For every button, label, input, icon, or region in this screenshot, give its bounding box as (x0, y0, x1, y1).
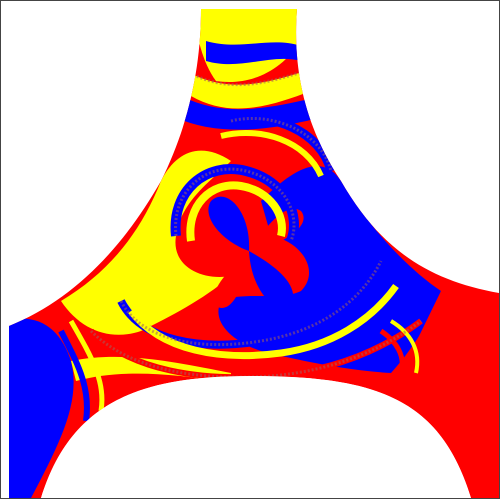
boundary-texture (89, 69, 422, 379)
basin-blue-right (218, 166, 441, 373)
petal-blue-lower (249, 251, 294, 309)
petal-red-lower (213, 251, 249, 308)
petal-blue (208, 196, 250, 251)
lower-white-arch (41, 376, 471, 498)
